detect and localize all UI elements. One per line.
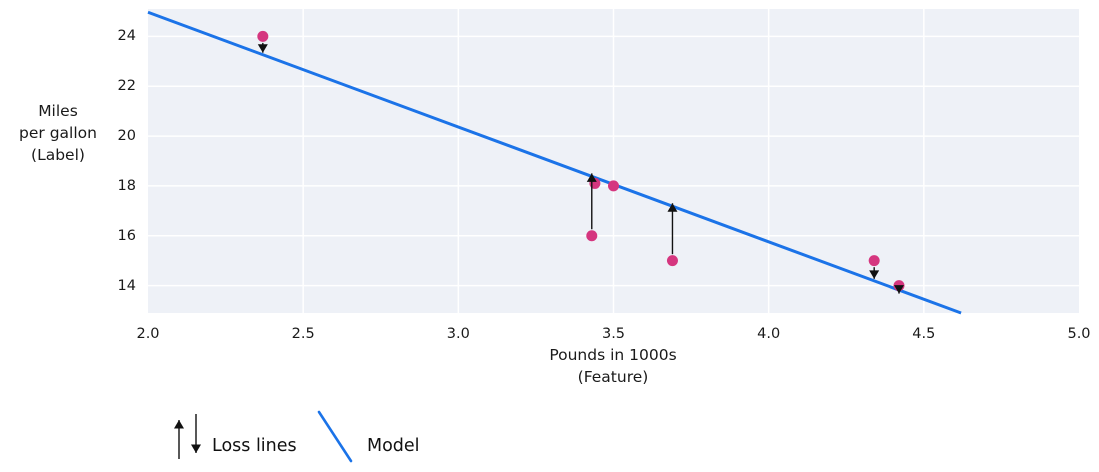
y-axis-label: Miles per gallon (Label) [10,100,106,166]
x-tick-label: 2.5 [291,326,315,342]
x-tick-label: 2.0 [136,326,160,342]
y-axis-label-line: Miles [38,102,78,120]
data-point [608,180,619,192]
legend-model-line-icon [317,410,353,463]
y-tick-label: 20 [117,128,136,145]
y-tick-label: 22 [117,78,136,95]
legend-label-model: Model [367,436,420,456]
y-tick-label: 18 [117,177,136,194]
x-tick-label: 3.5 [601,326,626,342]
legend-glyphs [174,410,353,463]
data-point [893,280,905,292]
data-point [586,230,598,242]
data-point [868,255,880,267]
data-point [257,30,269,42]
x-axis-label-line: Pounds in 1000s [549,346,677,364]
x-tick-label: 4.0 [757,326,781,342]
y-axis-label-line: (Label) [31,146,85,164]
legend-label-loss-lines: Loss lines [212,436,297,456]
x-axis-label-line: (Feature) [577,368,649,386]
x-axis-label: Pounds in 1000s (Feature) [513,344,713,388]
y-axis-label-line: per gallon [19,124,97,142]
x-tick-label: 5.0 [1067,326,1091,342]
data-point [666,255,678,267]
x-tick-label: 4.5 [912,326,936,342]
y-tick-label: 16 [117,227,136,244]
x-tick-label: 3.0 [446,326,470,342]
data-point [589,177,601,189]
y-tick-label: 14 [117,277,136,294]
model-line [147,10,962,315]
y-tick-label: 24 [117,28,136,45]
